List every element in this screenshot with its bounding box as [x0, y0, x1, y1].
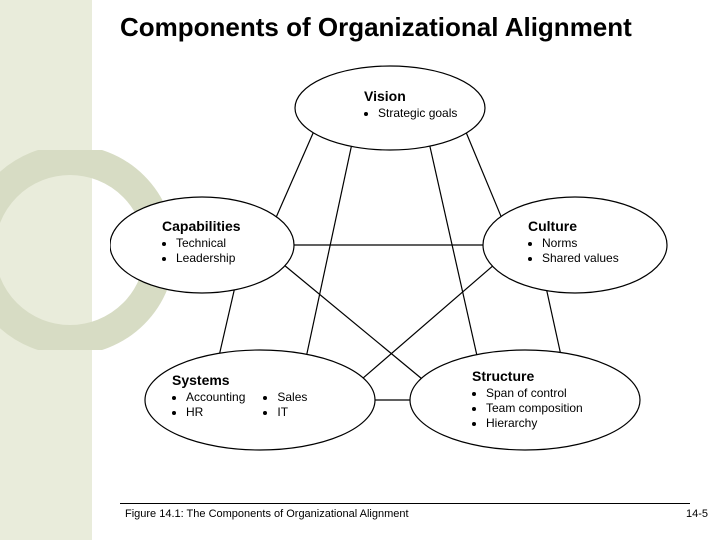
node-label-culture: Culture NormsShared values: [528, 218, 619, 266]
node-items: TechnicalLeadership: [162, 236, 241, 266]
node-title: Culture: [528, 218, 619, 234]
node-item: Technical: [176, 236, 241, 251]
page-number: 14-5: [686, 508, 708, 520]
node-label-structure: Structure Span of controlTeam composition…: [472, 368, 583, 431]
node-item: Span of control: [486, 386, 583, 401]
node-label-vision: Vision Strategic goals: [364, 88, 457, 121]
node-title: Vision: [364, 88, 457, 104]
node-items: Span of controlTeam compositionHierarchy: [472, 386, 583, 431]
divider: [120, 503, 690, 504]
node-item: Norms: [542, 236, 619, 251]
node-items: AccountingHR: [172, 390, 245, 420]
node-item: Shared values: [542, 251, 619, 266]
edge-vision-capabilities: [276, 133, 313, 217]
edge-vision-structure: [430, 146, 477, 354]
node-item: Team composition: [486, 401, 583, 416]
node-item: Hierarchy: [486, 416, 583, 431]
node-label-capabilities: Capabilities TechnicalLeadership: [162, 218, 241, 266]
node-title: Structure: [472, 368, 583, 384]
edge-capabilities-systems: [220, 290, 235, 353]
node-item: HR: [186, 405, 245, 420]
node-items: Strategic goals: [364, 106, 457, 121]
decorative-band: [0, 0, 92, 540]
node-item: Sales: [277, 390, 307, 405]
alignment-diagram: Vision Strategic goals Capabilities Technic…: [110, 50, 670, 470]
edge-vision-systems: [307, 146, 352, 354]
node-item: Strategic goals: [378, 106, 457, 121]
edge-vision-culture: [466, 133, 501, 216]
node-item: IT: [277, 405, 307, 420]
node-item: Leadership: [176, 251, 241, 266]
node-items: SalesIT: [263, 390, 307, 420]
node-items: NormsShared values: [528, 236, 619, 266]
node-label-systems: Systems AccountingHR SalesIT: [172, 372, 307, 420]
page-title: Components of Organizational Alignment: [120, 12, 632, 43]
node-item: Accounting: [186, 390, 245, 405]
figure-caption: Figure 14.1: The Components of Organizat…: [125, 508, 409, 520]
edge-culture-structure: [547, 291, 561, 353]
node-title: Capabilities: [162, 218, 241, 234]
node-title: Systems: [172, 372, 307, 388]
